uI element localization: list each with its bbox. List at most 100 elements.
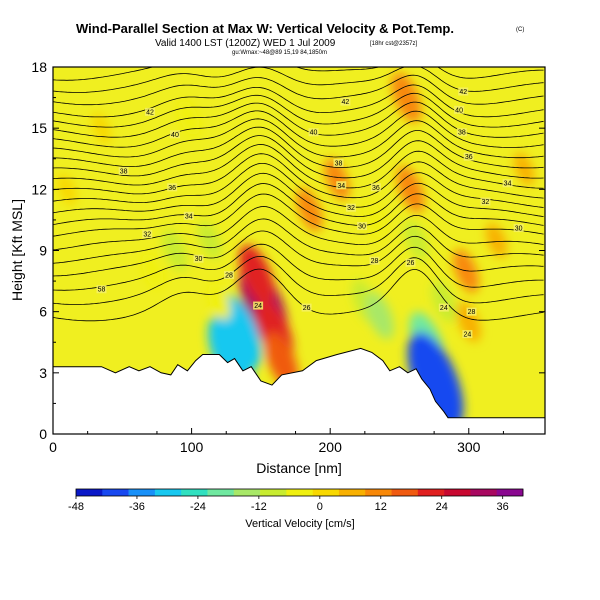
- theta-contour-333: [53, 163, 544, 208]
- contour-label-bg-3: [167, 183, 178, 192]
- colorbar-tick-label-12: 12: [375, 501, 387, 513]
- colorbar-tick-label--12: -12: [251, 501, 267, 513]
- contour-label-bg-2: [118, 166, 129, 175]
- contour-label-8: 24: [254, 303, 262, 310]
- colorbar-tick-label--48: -48: [68, 501, 84, 513]
- colorbar-swatch-6: [233, 489, 261, 496]
- contour-label-2: 38: [120, 168, 128, 175]
- colorbar-swatch-8: [286, 489, 313, 496]
- theta-contour-336: [53, 135, 544, 179]
- colorbar-tick-label-24: 24: [436, 501, 448, 513]
- velocity-cell-23: [485, 222, 508, 258]
- contour-label-0: 42: [146, 109, 154, 116]
- run-info: [18hr cst@2357z]: [370, 41, 417, 47]
- contour-label-bg-17: [357, 222, 368, 231]
- plot-area: 42 40 38 36 34 32 30 28 24 26 58 42 40 38 36 34 32 30 28 26…: [53, 67, 545, 434]
- contour-label-bg-6: [193, 254, 204, 263]
- contour-label-27: 30: [515, 226, 523, 233]
- terrain-mask: [53, 347, 545, 434]
- y-tick-label-3: 3: [39, 365, 47, 381]
- contour-label-21: 42: [459, 89, 467, 96]
- colorbar-swatch-1: [102, 489, 129, 496]
- contour-label-bg-16: [345, 203, 356, 212]
- velocity-cell-16: [391, 72, 422, 123]
- contour-label-12: 40: [310, 130, 318, 137]
- contour-label-bg-4: [183, 211, 194, 220]
- contour-label-9: 26: [303, 305, 311, 312]
- colorbar-swatch-3: [154, 489, 182, 496]
- contour-label-bg-14: [370, 183, 381, 192]
- valid-time: Valid 1400 LST (1200Z) WED 1 Jul 2009: [155, 38, 336, 49]
- theta-contour-332: [53, 172, 544, 217]
- y-tick-label-0: 0: [39, 426, 47, 442]
- colorbar-swatch-9: [312, 489, 340, 496]
- velocity-cell-14: [366, 292, 395, 340]
- contour-label-13: 38: [335, 160, 343, 167]
- theta-contour-339: [53, 110, 544, 148]
- theta-contour-328: [53, 218, 544, 264]
- contour-label-16: 32: [347, 205, 355, 212]
- theta-contour-331: [53, 183, 544, 226]
- velocity-cell-15: [396, 165, 425, 213]
- contour-label-bg-28: [466, 307, 477, 316]
- contour-label-bg-29: [462, 330, 473, 339]
- velocity-cell-12: [324, 158, 350, 200]
- x-axis-label: Distance [nm]: [256, 460, 342, 476]
- velocity-cell-19: [407, 332, 464, 430]
- colorbar-swatch-14: [444, 489, 471, 496]
- colorbar-swatch-16: [496, 489, 524, 496]
- contour-label-bg-26: [480, 197, 491, 206]
- colorbar-tick-label-0: 0: [317, 501, 323, 513]
- contour-label-19: 26: [407, 260, 415, 267]
- contour-label-bg-27: [513, 224, 524, 233]
- contour-label-bg-11: [340, 97, 351, 106]
- contour-label-17: 30: [358, 224, 366, 231]
- colorbar: -48 -36 -24 -12 0 12 24 36: [68, 488, 524, 513]
- velocity-cell-17: [404, 220, 429, 261]
- contour-label-bg-7: [224, 270, 235, 279]
- colorbar-swatch-15: [470, 489, 498, 496]
- contour-label-bg-22: [454, 105, 465, 114]
- theta-contour-324: [53, 268, 544, 322]
- theta-contour-334: [53, 153, 544, 199]
- contour-labels: 42 40 38 36 34 32 30 28 24 26 58 42 40 38 36 34 32 30 28 26…: [96, 87, 524, 339]
- contour-label-bg-18: [369, 256, 380, 265]
- theta-contour-337: [53, 126, 544, 169]
- colorbar-tick-label--36: -36: [129, 501, 145, 513]
- contour-label-bg-0: [145, 107, 156, 116]
- theta-contour-343: [53, 74, 544, 106]
- contour-label-bg-10: [96, 285, 107, 294]
- contour-label-22: 40: [455, 107, 463, 114]
- contour-label-bg-25: [502, 179, 513, 188]
- velocity-cell-25: [57, 173, 77, 206]
- chart-title: Wind-Parallel Section at Max W: Vertical…: [76, 21, 454, 36]
- contour-label-20: 24: [440, 305, 448, 312]
- x-axis: 0 100 200 300: [49, 428, 504, 455]
- contour-label-25: 34: [504, 181, 512, 188]
- contour-label-28: 28: [468, 309, 476, 316]
- theta-contour-335: [53, 144, 544, 189]
- velocity-cell-7: [198, 221, 222, 260]
- contour-label-24: 36: [465, 154, 473, 161]
- y-tick-label-6: 6: [39, 304, 47, 320]
- contour-label-1: 40: [171, 132, 179, 139]
- contour-label-18: 28: [371, 258, 379, 265]
- contour-label-bg-20: [438, 303, 449, 312]
- colorbar-swatch-5: [207, 489, 235, 496]
- colorbar-swatch-0: [76, 489, 103, 496]
- y-tick-label-9: 9: [39, 243, 47, 259]
- theta-contours: [53, 67, 544, 322]
- contour-label-bg-19: [405, 258, 416, 267]
- contour-label-23: 38: [458, 130, 466, 137]
- contour-label-bg-13: [333, 158, 344, 167]
- contour-label-15: 34: [337, 183, 345, 190]
- colorbar-tick-label-36: 36: [497, 501, 509, 513]
- contour-label-26: 32: [482, 199, 490, 206]
- contour-label-10: 58: [98, 287, 106, 294]
- contour-label-5: 32: [143, 232, 151, 239]
- contour-label-bg-1: [169, 130, 180, 139]
- contour-label-4: 34: [185, 213, 193, 220]
- theta-contour-341: [53, 92, 544, 128]
- theta-contour-326: [53, 243, 544, 291]
